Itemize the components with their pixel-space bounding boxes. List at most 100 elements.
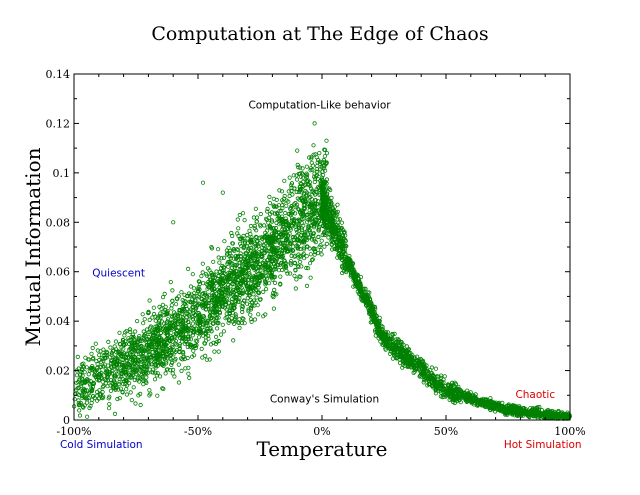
data-point (161, 294, 166, 300)
data-point (235, 280, 240, 285)
data-point (408, 351, 413, 356)
data-point (132, 348, 137, 353)
data-point (252, 223, 257, 228)
data-point (227, 272, 232, 278)
data-point (118, 386, 123, 391)
data-point (216, 279, 221, 284)
data-point (319, 197, 325, 202)
y-tick-label: 0.02 (46, 365, 71, 378)
data-point (430, 376, 436, 381)
data-point (165, 310, 170, 315)
data-point (82, 380, 88, 385)
data-point (373, 314, 378, 319)
data-point (170, 371, 175, 376)
data-point (329, 227, 334, 232)
data-point (276, 246, 281, 251)
data-point (204, 323, 209, 328)
data-point (239, 320, 245, 326)
data-point (187, 309, 192, 314)
data-point (294, 277, 299, 282)
data-point (288, 247, 293, 252)
data-point (156, 314, 161, 319)
data-point (163, 304, 168, 309)
data-point (245, 284, 250, 289)
annotation: Cold Simulation (60, 439, 143, 451)
data-point (273, 263, 278, 268)
data-point (215, 326, 220, 331)
data-point (327, 223, 332, 228)
data-point (308, 217, 313, 222)
data-point (157, 359, 162, 364)
data-point (188, 284, 193, 289)
data-point (126, 374, 131, 379)
data-point (212, 278, 217, 284)
data-point (324, 241, 329, 246)
data-point (247, 228, 252, 233)
data-point (306, 192, 311, 197)
data-point (272, 228, 278, 233)
data-point (312, 207, 317, 212)
data-point (142, 356, 147, 362)
data-point (328, 218, 333, 223)
data-point (147, 317, 152, 322)
data-point (453, 381, 458, 386)
data-point (222, 292, 227, 297)
data-point (224, 307, 229, 312)
data-point (241, 233, 246, 238)
data-point (176, 380, 181, 385)
data-point (291, 173, 296, 178)
data-point (249, 285, 254, 290)
data-point (280, 233, 285, 238)
data-point (246, 307, 251, 312)
data-point (343, 233, 348, 238)
data-point (237, 296, 242, 301)
data-point (224, 285, 229, 290)
data-point (304, 164, 309, 169)
data-point (143, 370, 149, 375)
data-point (337, 217, 342, 222)
data-point (457, 387, 462, 392)
data-point (237, 317, 242, 322)
data-point (132, 377, 137, 383)
data-point (140, 348, 145, 354)
data-point (200, 180, 206, 185)
data-point (133, 401, 138, 406)
data-point (240, 288, 246, 293)
data-point (438, 373, 444, 378)
data-point (171, 220, 176, 225)
data-point (151, 353, 156, 359)
data-point (514, 407, 519, 412)
data-point (236, 247, 241, 253)
data-point (254, 219, 259, 224)
data-point (319, 184, 325, 189)
data-point (340, 239, 345, 244)
data-point (157, 354, 162, 359)
data-point (134, 371, 139, 377)
data-point (88, 404, 93, 409)
data-point (164, 323, 169, 328)
data-point (203, 298, 208, 303)
data-point (502, 410, 507, 415)
data-point (462, 390, 467, 396)
data-point (235, 217, 240, 222)
data-point (201, 313, 206, 319)
data-point (76, 385, 81, 390)
data-point (193, 343, 198, 348)
data-point (533, 410, 539, 415)
data-point (322, 166, 327, 171)
data-point (79, 362, 85, 367)
data-point (523, 412, 529, 417)
data-point (338, 251, 344, 256)
data-point (395, 344, 400, 350)
data-point (230, 289, 235, 294)
data-point (274, 233, 279, 238)
data-point (300, 166, 305, 171)
data-point (331, 210, 336, 215)
data-point (168, 339, 173, 344)
data-point (276, 250, 281, 255)
data-point (405, 364, 410, 370)
data-point (430, 385, 436, 390)
data-point (122, 333, 127, 338)
data-point (95, 348, 100, 353)
data-point (140, 369, 145, 374)
